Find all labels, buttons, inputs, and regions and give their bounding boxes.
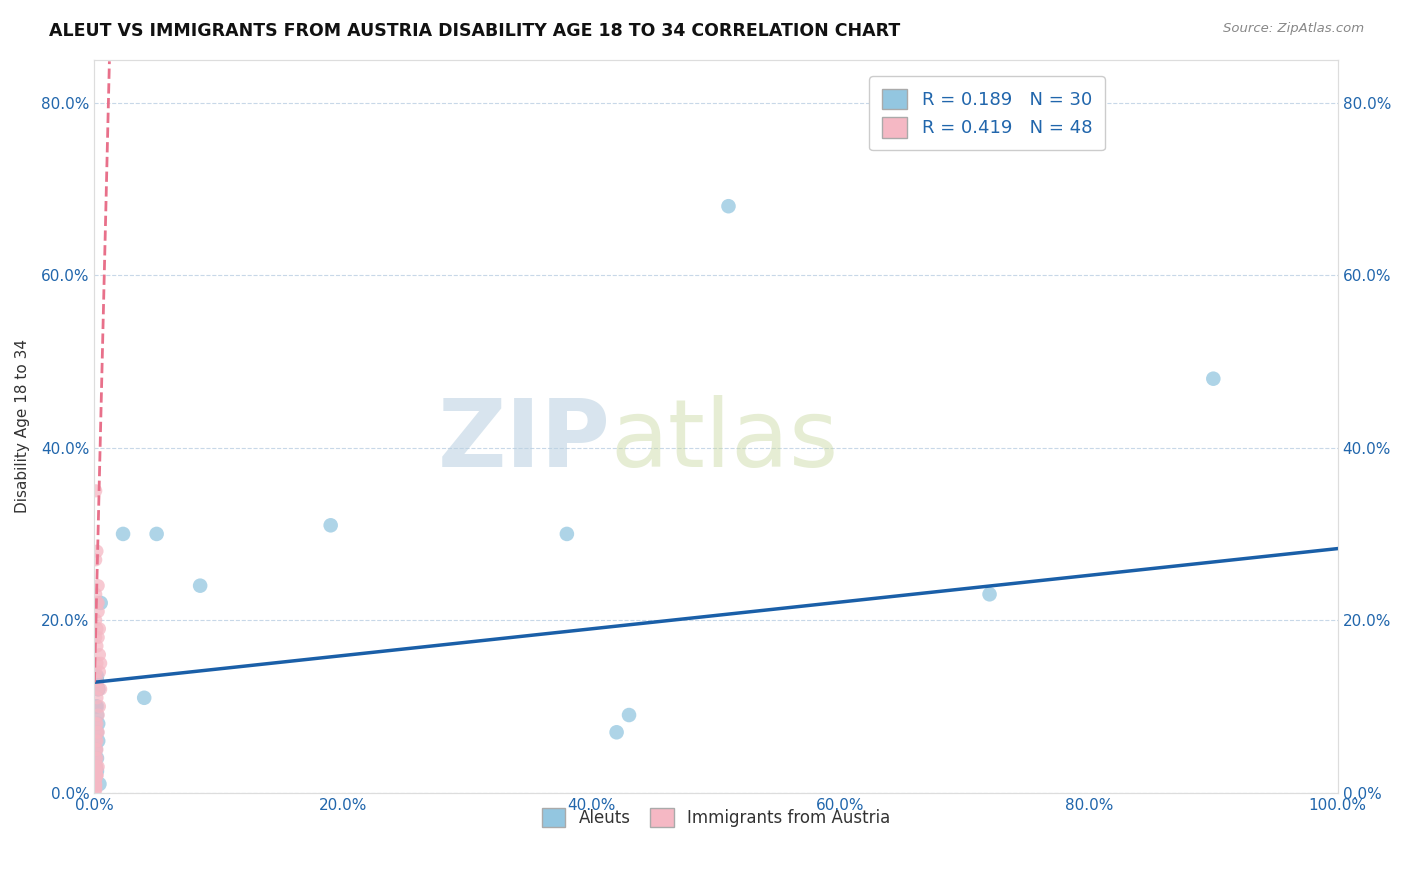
Point xyxy=(84,751,107,765)
Point xyxy=(84,764,107,778)
Point xyxy=(717,199,740,213)
Point xyxy=(84,587,107,601)
Point xyxy=(84,781,107,796)
Point xyxy=(86,708,108,723)
Point xyxy=(89,699,111,714)
Point xyxy=(89,648,111,662)
Point xyxy=(86,725,108,739)
Point xyxy=(86,716,108,731)
Point xyxy=(87,725,110,739)
Point xyxy=(84,772,107,787)
Point xyxy=(188,579,211,593)
Point xyxy=(90,596,112,610)
Point xyxy=(84,764,107,778)
Point xyxy=(84,768,107,782)
Point xyxy=(86,768,108,782)
Point xyxy=(86,751,108,765)
Point xyxy=(86,673,108,688)
Point xyxy=(86,764,108,778)
Point xyxy=(606,725,628,739)
Point xyxy=(84,779,107,793)
Point xyxy=(617,708,640,723)
Point xyxy=(84,734,107,748)
Point xyxy=(555,527,578,541)
Point xyxy=(87,734,110,748)
Point xyxy=(87,631,110,645)
Point xyxy=(84,613,107,627)
Point xyxy=(90,657,112,671)
Legend: Aleuts, Immigrants from Austria: Aleuts, Immigrants from Austria xyxy=(533,800,898,836)
Point xyxy=(84,699,107,714)
Y-axis label: Disability Age 18 to 34: Disability Age 18 to 34 xyxy=(15,339,30,513)
Point xyxy=(84,768,107,782)
Point xyxy=(979,587,1001,601)
Point xyxy=(84,716,107,731)
Point xyxy=(319,518,342,533)
Point xyxy=(86,596,108,610)
Point xyxy=(87,708,110,723)
Point xyxy=(87,605,110,619)
Point xyxy=(84,553,107,567)
Text: atlas: atlas xyxy=(610,395,838,487)
Point xyxy=(84,665,107,679)
Point xyxy=(84,631,107,645)
Point xyxy=(87,579,110,593)
Point xyxy=(87,682,110,697)
Point xyxy=(86,544,108,558)
Point xyxy=(1202,372,1225,386)
Point xyxy=(112,527,135,541)
Point xyxy=(86,725,108,739)
Point xyxy=(134,690,156,705)
Point xyxy=(84,760,107,774)
Point xyxy=(89,665,111,679)
Point xyxy=(87,716,110,731)
Point xyxy=(89,622,111,636)
Point xyxy=(86,768,108,782)
Point xyxy=(86,673,108,688)
Point xyxy=(86,734,108,748)
Point xyxy=(84,669,107,683)
Point xyxy=(87,596,110,610)
Point xyxy=(86,742,108,756)
Point xyxy=(86,690,108,705)
Point xyxy=(84,699,107,714)
Point xyxy=(86,760,108,774)
Point xyxy=(86,622,108,636)
Point xyxy=(87,682,110,697)
Point xyxy=(84,783,107,797)
Point xyxy=(86,751,108,765)
Point xyxy=(84,760,107,774)
Point xyxy=(86,699,108,714)
Point xyxy=(84,777,107,791)
Point xyxy=(86,669,108,683)
Point xyxy=(145,527,167,541)
Point xyxy=(90,682,112,697)
Point xyxy=(86,639,108,653)
Text: ALEUT VS IMMIGRANTS FROM AUSTRIA DISABILITY AGE 18 TO 34 CORRELATION CHART: ALEUT VS IMMIGRANTS FROM AUSTRIA DISABIL… xyxy=(49,22,900,40)
Point xyxy=(84,483,107,498)
Text: ZIP: ZIP xyxy=(437,395,610,487)
Point xyxy=(84,742,107,756)
Point xyxy=(87,760,110,774)
Point xyxy=(86,657,108,671)
Point xyxy=(87,682,110,697)
Point xyxy=(84,742,107,756)
Point xyxy=(89,777,111,791)
Text: Source: ZipAtlas.com: Source: ZipAtlas.com xyxy=(1223,22,1364,36)
